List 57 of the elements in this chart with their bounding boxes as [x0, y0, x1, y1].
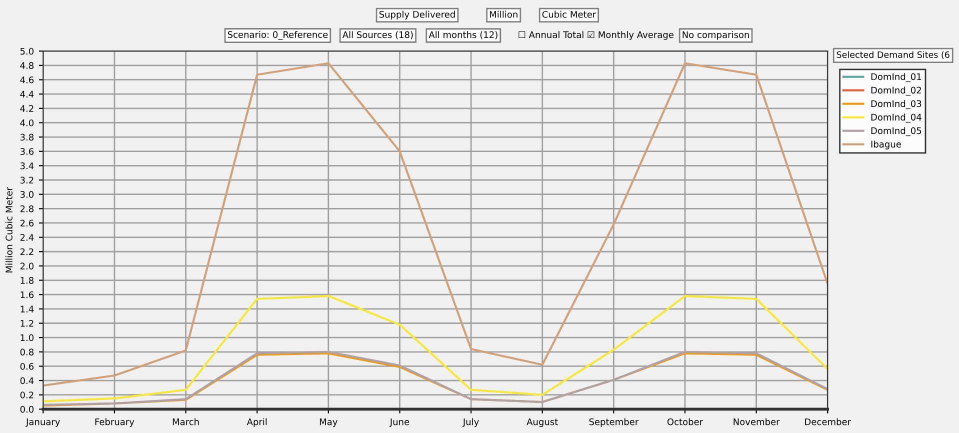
y-tick-label: 1.4: [20, 306, 34, 312]
text: Scenario: 0_Reference: [228, 31, 328, 40]
x-tick-label: July: [462, 418, 479, 427]
legend-label: DomInd_05: [871, 127, 922, 136]
y-tick-label: 2.8: [20, 205, 34, 212]
line-series: [43, 294, 828, 402]
legend-label: DomInd_01: [871, 73, 922, 82]
y-tick-label: 4.6: [20, 76, 34, 84]
text: All Sources (18): [342, 31, 413, 40]
y-tick-label: 4.2: [20, 105, 34, 112]
x-tick-label: February: [95, 418, 134, 427]
x-tick-label: November: [734, 418, 780, 426]
x-tick-label: March: [172, 418, 199, 426]
y-tick-label: 3.8: [20, 134, 34, 141]
y-tick-label: 0.2: [20, 392, 34, 398]
x-tick-label: August: [526, 418, 558, 427]
text: Million: [490, 10, 518, 18]
legend-title: Selected Demand Sites (6: [836, 51, 950, 59]
text: Supply Delivered: [379, 10, 455, 20]
y-tick-label: 3.2: [20, 176, 34, 184]
x-tick-label: September: [589, 418, 639, 427]
text: ☐ Annual Total: [518, 31, 584, 38]
legend-label: DomInd_02: [871, 86, 921, 96]
y-tick-label: 4.8: [20, 62, 34, 69]
y-tick-label: 1.2: [20, 320, 34, 327]
y-tick-label: 2.6: [20, 220, 34, 227]
x-tick-label: June: [389, 418, 410, 427]
x-tick-label: January: [26, 418, 60, 427]
y-tick-label: 1.8: [20, 277, 34, 284]
text: No comparison: [682, 31, 749, 40]
y-tick-label: 2.4: [20, 234, 34, 241]
y-tick-label: 5.0: [20, 48, 34, 55]
x-tick-label: April: [246, 418, 267, 427]
y-tick-label: 0.4: [20, 377, 34, 384]
legend-label: DomInd_04: [871, 114, 922, 123]
y-tick-label: 0.6: [20, 362, 34, 370]
y-tick-label: 0.8: [20, 348, 34, 356]
x-tick-label: December: [805, 418, 852, 426]
y-tick-label: 4.0: [20, 119, 34, 126]
y-axis-title: Million Cubic Meter: [5, 187, 12, 272]
y-tick-label: 1.0: [20, 334, 34, 342]
y-tick-label: 2.2: [20, 248, 34, 256]
y-tick-label: 3.0: [20, 191, 34, 198]
legend-label: Ibague: [871, 140, 901, 150]
y-tick-label: 3.6: [20, 148, 34, 155]
y-tick-label: 4.4: [20, 90, 34, 98]
legend-label: DomInd_03: [871, 100, 922, 110]
y-tick-label: 2.0: [20, 262, 34, 270]
y-tick-label: 3.4: [20, 162, 34, 170]
text: All months (12): [428, 31, 498, 40]
x-tick-label: October: [667, 418, 704, 426]
y-tick-label: 0.0: [20, 406, 34, 413]
x-tick-label: May: [320, 418, 338, 427]
text: Cubic Meter: [542, 10, 596, 18]
y-tick-label: 1.6: [20, 291, 34, 298]
line-series: [43, 62, 828, 387]
text: ☑ Monthly Average: [588, 31, 674, 40]
